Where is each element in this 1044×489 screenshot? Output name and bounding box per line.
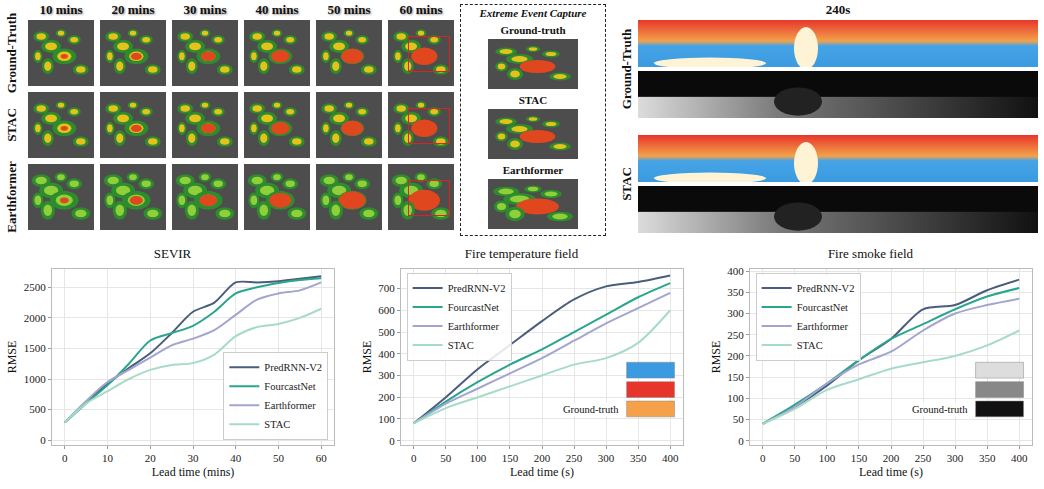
svg-text:SEVIR: SEVIR — [154, 246, 192, 261]
svg-text:Fire smoke field: Fire smoke field — [828, 246, 914, 261]
html-text:Ground-Truth: Ground-Truth — [4, 12, 19, 94]
svg-text:0: 0 — [760, 452, 766, 464]
svg-text:STAC: STAC — [448, 340, 474, 351]
svg-text:1500: 1500 — [24, 342, 47, 354]
svg-text:300: 300 — [598, 452, 615, 464]
svg-text:RMSE: RMSE — [5, 341, 19, 374]
svg-text:Fire temperature field: Fire temperature field — [465, 246, 579, 261]
svg-text:20: 20 — [145, 452, 157, 464]
svg-text:Earthformer: Earthformer — [264, 400, 316, 411]
svg-text:0: 0 — [411, 452, 417, 464]
svg-text:200: 200 — [534, 452, 551, 464]
svg-text:STAC: STAC — [797, 340, 823, 351]
html-text:STAC: STAC — [518, 94, 548, 106]
svg-text:PredRNN-V2: PredRNN-V2 — [797, 283, 855, 294]
html-text:240s: 240s — [825, 2, 851, 17]
svg-text:Lead time (s): Lead time (s) — [859, 465, 923, 479]
svg-text:350: 350 — [727, 286, 744, 298]
svg-text:150: 150 — [727, 371, 744, 383]
svg-text:300: 300 — [378, 369, 395, 381]
html-text:40 mins: 40 mins — [255, 2, 299, 17]
html-text:20 mins: 20 mins — [111, 2, 155, 17]
html-text:STAC: STAC — [619, 167, 634, 201]
svg-text:300: 300 — [947, 452, 964, 464]
svg-text:RMSE: RMSE — [709, 341, 723, 374]
svg-text:Earthformer: Earthformer — [448, 321, 500, 332]
svg-text:FourcastNet: FourcastNet — [264, 381, 315, 392]
svg-text:100: 100 — [819, 452, 836, 464]
svg-text:700: 700 — [378, 282, 395, 294]
svg-text:400: 400 — [662, 452, 679, 464]
svg-text:400: 400 — [1011, 452, 1028, 464]
svg-text:200: 200 — [378, 391, 395, 403]
html-text:Extreme Event Capture: Extreme Event Capture — [479, 7, 587, 19]
svg-text:Earthformer: Earthformer — [797, 321, 849, 332]
svg-text:100: 100 — [470, 452, 487, 464]
svg-text:50: 50 — [733, 413, 745, 425]
html-text:Earthformer: Earthformer — [502, 164, 564, 176]
svg-text:150: 150 — [502, 452, 519, 464]
svg-text:350: 350 — [630, 452, 647, 464]
svg-text:Lead time (mins): Lead time (mins) — [152, 465, 235, 479]
svg-text:250: 250 — [915, 452, 932, 464]
svg-text:350: 350 — [979, 452, 996, 464]
svg-text:Ground-truth: Ground-truth — [912, 404, 968, 415]
svg-text:50: 50 — [273, 452, 285, 464]
html-text:30 mins: 30 mins — [183, 2, 227, 17]
svg-text:400: 400 — [378, 348, 395, 360]
svg-text:30: 30 — [188, 452, 200, 464]
svg-text:Lead time (s): Lead time (s) — [510, 465, 574, 479]
svg-text:40: 40 — [230, 452, 242, 464]
svg-text:50: 50 — [440, 452, 452, 464]
svg-text:PredRNN-V2: PredRNN-V2 — [448, 283, 506, 294]
svg-text:600: 600 — [378, 304, 395, 316]
svg-text:250: 250 — [566, 452, 583, 464]
svg-text:FourcastNet: FourcastNet — [448, 302, 499, 313]
svg-text:2500: 2500 — [24, 281, 47, 293]
html-text:60 mins: 60 mins — [399, 2, 443, 17]
html-text:Ground-Truth: Ground-Truth — [619, 28, 634, 110]
svg-text:PredRNN-V2: PredRNN-V2 — [264, 362, 322, 373]
svg-text:0: 0 — [738, 435, 744, 447]
html-text:Ground-truth: Ground-truth — [500, 24, 566, 36]
svg-text:1000: 1000 — [24, 373, 47, 385]
svg-text:500: 500 — [29, 403, 46, 415]
svg-text:2000: 2000 — [24, 312, 47, 324]
svg-text:400: 400 — [727, 265, 744, 277]
html-text:50 mins: 50 mins — [327, 2, 371, 17]
svg-text:FourcastNet: FourcastNet — [797, 302, 848, 313]
svg-text:0: 0 — [389, 435, 395, 447]
svg-text:250: 250 — [727, 329, 744, 341]
svg-text:Ground-truth: Ground-truth — [563, 404, 619, 415]
svg-text:200: 200 — [727, 350, 744, 362]
svg-text:150: 150 — [851, 452, 868, 464]
svg-text:0: 0 — [40, 434, 46, 446]
svg-text:60: 60 — [316, 452, 328, 464]
svg-text:300: 300 — [727, 307, 744, 319]
svg-text:STAC: STAC — [264, 419, 290, 430]
svg-text:100: 100 — [727, 392, 744, 404]
svg-text:500: 500 — [378, 326, 395, 338]
html-text:Earthformer: Earthformer — [4, 161, 19, 233]
svg-text:200: 200 — [883, 452, 900, 464]
svg-text:0: 0 — [62, 452, 68, 464]
html-text:10 mins: 10 mins — [39, 2, 83, 17]
svg-text:100: 100 — [378, 413, 395, 425]
svg-text:RMSE: RMSE — [360, 341, 374, 374]
svg-text:10: 10 — [102, 452, 114, 464]
svg-text:50: 50 — [789, 452, 801, 464]
html-text:STAC: STAC — [4, 108, 19, 142]
